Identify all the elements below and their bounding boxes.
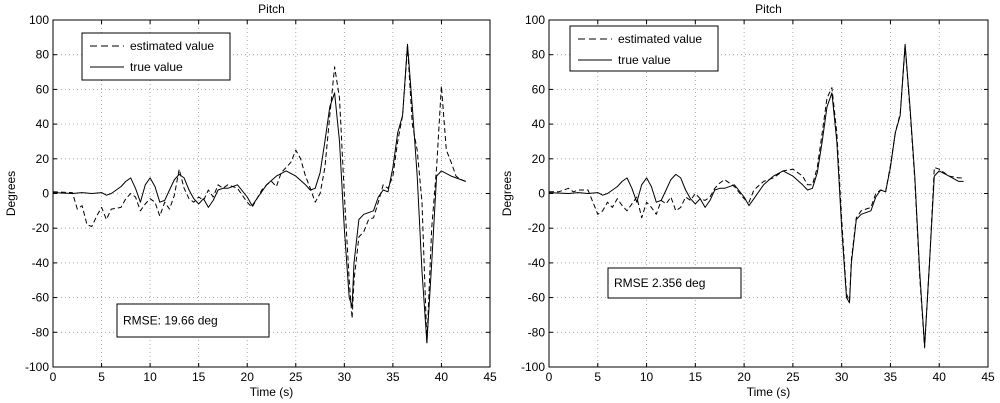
- y-tick-label: 80: [532, 48, 546, 62]
- x-tick-label: 20: [737, 370, 751, 384]
- y-tick-label: 60: [36, 82, 50, 96]
- annotation-box: [116, 303, 270, 338]
- x-tick-label: 15: [192, 370, 206, 384]
- x-tick-label: 10: [640, 370, 654, 384]
- x-tick-label: 10: [143, 370, 157, 384]
- x-tick-label: 15: [689, 370, 703, 384]
- plot-area: [549, 20, 988, 367]
- legend-label: estimated value: [130, 39, 214, 53]
- y-tick-label: 100: [525, 13, 545, 27]
- y-tick-label: 40: [36, 117, 50, 131]
- y-tick-label: -60: [528, 291, 546, 305]
- annotation-box: [607, 267, 742, 299]
- x-tick-label: 25: [786, 370, 800, 384]
- legend-label: true value: [130, 60, 183, 74]
- y-tick-label: 20: [36, 152, 50, 166]
- series-line-estimated: [52, 45, 466, 344]
- x-tick-label: 35: [386, 370, 400, 384]
- rmse-annotation: RMSE 2.356 deg: [607, 267, 742, 299]
- legend: estimated value true value: [569, 25, 719, 72]
- y-tick-label: -20: [32, 221, 50, 235]
- y-tick-label: -20: [528, 221, 546, 235]
- y-axis-label: Degrees: [500, 171, 514, 216]
- x-tick-label: 0: [546, 370, 553, 384]
- x-tick-label: 5: [594, 370, 601, 384]
- y-tick-label: 0: [42, 187, 49, 201]
- x-tick-label: 40: [933, 370, 947, 384]
- x-tick-label: 45: [483, 370, 497, 384]
- y-tick-label: 80: [36, 48, 50, 62]
- y-tick-label: -100: [521, 360, 545, 374]
- series-line-true: [52, 43, 466, 344]
- y-tick-label: 60: [532, 82, 546, 96]
- y-tick-label: 100: [29, 13, 49, 27]
- x-tick-label: 30: [835, 370, 849, 384]
- chart-2: 0 5 10 15 20 25 30 35 40 45 -100 -80 -60 -40 -20 0 20 40 6…: [500, 2, 995, 399]
- chart-title: Pitch: [258, 2, 285, 16]
- rmse-annotation: RMSE: 19.66 deg: [116, 303, 270, 338]
- legend-box: [81, 32, 231, 81]
- legend-label: true value: [618, 53, 671, 67]
- chart-1: 0 5 10 15 20 25 30 35 40 45 -100 -80 -60 -40 -20 0 20 40 6…: [4, 2, 497, 399]
- x-axis-label: Time (s): [747, 385, 791, 399]
- y-tick-label: -60: [32, 291, 50, 305]
- x-tick-label: 40: [435, 370, 449, 384]
- y-tick-label: -80: [528, 325, 546, 339]
- x-tick-label: 35: [884, 370, 898, 384]
- legend-box: [569, 25, 719, 72]
- x-axis-label: Time (s): [250, 385, 294, 399]
- x-tick-label: 25: [289, 370, 303, 384]
- x-tick-label: 20: [241, 370, 255, 384]
- legend-label: estimated value: [618, 32, 702, 46]
- y-tick-label: -40: [32, 256, 50, 270]
- y-tick-label: -100: [25, 360, 49, 374]
- x-tick-label: 45: [981, 370, 995, 384]
- series-line-true: [548, 43, 964, 347]
- y-tick-label: -80: [32, 325, 50, 339]
- legend: estimated value true value: [81, 32, 231, 81]
- y-tick-label: 20: [532, 152, 546, 166]
- y-tick-label: 40: [532, 117, 546, 131]
- y-tick-label: 0: [538, 187, 545, 201]
- x-tick-label: 30: [338, 370, 352, 384]
- x-tick-label: 0: [50, 370, 57, 384]
- y-tick-label: -40: [528, 256, 546, 270]
- annotation-text: RMSE 2.356 deg: [614, 276, 705, 290]
- x-tick-label: 5: [98, 370, 105, 384]
- y-axis-label: Degrees: [4, 171, 18, 216]
- annotation-text: RMSE: 19.66 deg: [123, 314, 218, 328]
- chart-title: Pitch: [755, 2, 782, 16]
